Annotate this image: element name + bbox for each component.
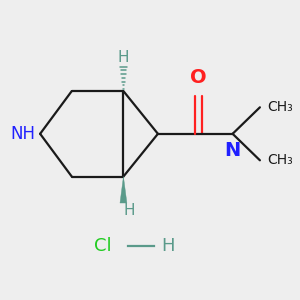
Text: CH₃: CH₃ (267, 100, 293, 114)
Text: H: H (161, 237, 174, 255)
Polygon shape (120, 176, 127, 203)
Text: O: O (190, 68, 206, 87)
Text: H: H (123, 203, 135, 218)
Text: NH: NH (11, 125, 36, 143)
Text: CH₃: CH₃ (267, 153, 293, 167)
Text: N: N (224, 141, 241, 160)
Text: Cl: Cl (94, 237, 112, 255)
Text: H: H (118, 50, 129, 65)
